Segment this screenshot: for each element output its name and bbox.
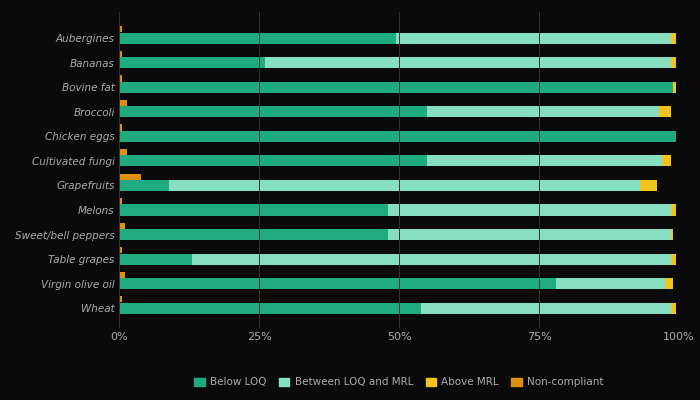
Bar	[119, 26, 122, 32]
Bar	[673, 82, 676, 93]
Bar	[119, 272, 125, 278]
Bar	[119, 247, 122, 253]
Bar	[671, 57, 676, 68]
Bar	[169, 180, 640, 191]
Bar	[119, 229, 388, 240]
Bar	[119, 100, 127, 106]
Bar	[671, 254, 676, 264]
Bar	[119, 149, 127, 155]
Bar	[119, 254, 192, 264]
Bar	[662, 156, 671, 166]
Bar	[119, 156, 427, 166]
Bar	[119, 51, 122, 57]
Bar	[119, 180, 169, 191]
Bar	[671, 204, 676, 216]
Bar	[665, 278, 673, 289]
Bar	[119, 82, 673, 93]
Bar	[192, 254, 671, 264]
Bar	[119, 223, 125, 229]
Bar	[671, 302, 676, 314]
Bar	[119, 174, 141, 180]
Bar	[427, 106, 659, 117]
Bar	[119, 76, 122, 82]
Bar	[119, 124, 122, 131]
Legend: Below LOQ, Between LOQ and MRL, Above MRL, Non-compliant: Below LOQ, Between LOQ and MRL, Above MR…	[191, 374, 607, 390]
Bar	[388, 204, 671, 216]
Bar	[640, 180, 657, 191]
Bar	[119, 57, 265, 68]
Bar	[119, 278, 556, 289]
Bar	[119, 296, 122, 302]
Bar	[119, 204, 388, 216]
Bar	[119, 131, 676, 142]
Bar	[119, 33, 396, 44]
Bar	[659, 106, 671, 117]
Bar	[388, 229, 671, 240]
Bar	[119, 302, 421, 314]
Bar	[671, 229, 673, 240]
Bar	[421, 302, 671, 314]
Bar	[556, 278, 665, 289]
Bar	[396, 33, 671, 44]
Bar	[265, 57, 671, 68]
Bar	[671, 33, 676, 44]
Bar	[119, 198, 122, 204]
Bar	[119, 106, 427, 117]
Bar	[427, 156, 662, 166]
